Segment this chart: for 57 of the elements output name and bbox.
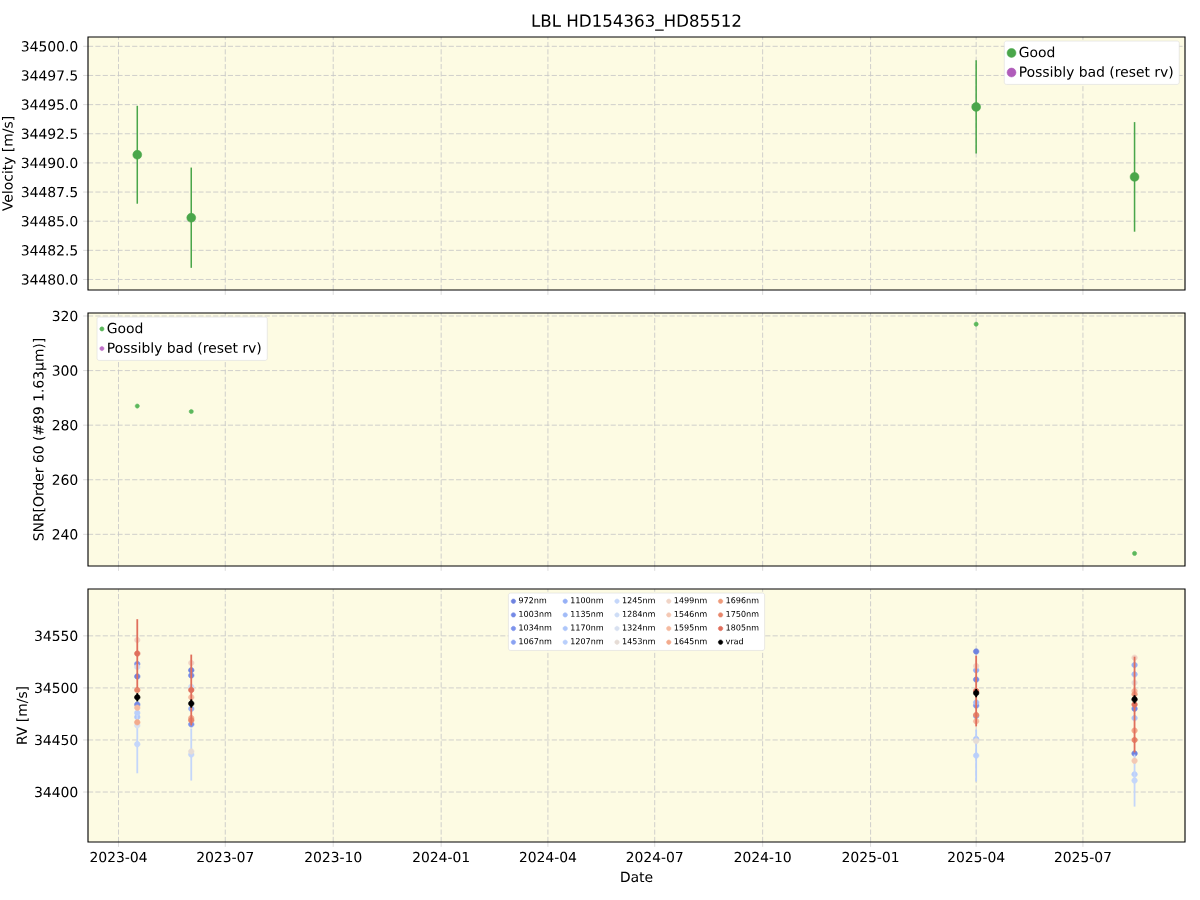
- legend-label: 1453nm: [622, 638, 655, 645]
- legend-label: 1324nm: [622, 624, 655, 631]
- y-tick-label: 34550: [35, 630, 78, 642]
- x-tick-label: 2023-07: [197, 851, 254, 863]
- y-tick-label: 240: [52, 529, 78, 540]
- y-tick-label: 34492.5: [21, 128, 78, 140]
- y-tick-label: 260: [52, 474, 78, 485]
- legend-label: Possibly bad (reset rv): [108, 342, 261, 356]
- legend-label: 1003nm: [519, 610, 552, 617]
- legend-label: 1100nm: [571, 597, 603, 604]
- legend-label: 1245nm: [622, 597, 655, 604]
- legend-label: 1750nm: [726, 610, 759, 617]
- legend-label: Good: [107, 322, 143, 334]
- legend-label: 1805nm: [726, 624, 759, 631]
- y-tick-label: 280: [52, 419, 78, 431]
- y-tick-label: 34487.5: [21, 186, 78, 198]
- legend-label: Possibly bad (reset rv): [1020, 66, 1173, 80]
- y-tick-label: 34485.0: [21, 215, 78, 227]
- y-tick-label: 34495.0: [21, 99, 78, 110]
- x-tick-label: 2024-10: [734, 851, 791, 863]
- x-tick-label: 2023-10: [305, 851, 362, 863]
- y-axis-title: Velocity [m/s]: [1, 117, 16, 211]
- y-tick-label: 34450: [35, 734, 78, 746]
- x-tick-label: 2023-04: [90, 851, 147, 863]
- legend-label: 1170nm: [571, 624, 603, 631]
- y-axis-title: RV [m/s]: [16, 687, 29, 744]
- x-tick-label: 2025-04: [948, 851, 1005, 863]
- legend-label: 1207nm: [571, 638, 603, 645]
- chart-title: LBL HD154363_HD85512: [532, 14, 741, 31]
- x-tick-label: 2025-01: [842, 851, 899, 863]
- legend-label: Good: [1019, 46, 1055, 58]
- y-tick-label: 320: [52, 310, 78, 322]
- legend-label: 1067nm: [519, 638, 552, 645]
- y-tick-label: 34497.5: [21, 70, 78, 81]
- legend-label: 1696nm: [726, 597, 759, 604]
- y-tick-label: 34400: [35, 786, 78, 798]
- legend-label: 1135nm: [571, 610, 603, 617]
- x-tick-label: 2024-04: [519, 851, 577, 863]
- x-tick-label: 2024-07: [626, 851, 683, 863]
- legend-label: 1645nm: [674, 638, 707, 645]
- x-tick-label: 2024-01: [413, 851, 469, 863]
- y-tick-label: 34500.0: [21, 41, 78, 52]
- y-tick-label: 34500: [35, 682, 78, 694]
- legend-label: vrad: [725, 638, 743, 645]
- x-axis-title: Date: [621, 871, 653, 883]
- y-tick-label: 34480.0: [21, 274, 78, 285]
- x-tick-label: 2025-07: [1054, 851, 1111, 863]
- y-tick-label: 300: [52, 365, 78, 376]
- legend-label: 1546nm: [674, 610, 707, 617]
- y-tick-label: 34490.0: [21, 157, 78, 169]
- y-axis-title: SNR[Order 60 (#89 1.63μm)]: [32, 338, 47, 541]
- y-tick-label: 34482.5: [21, 245, 78, 256]
- legend-label: 972nm: [518, 597, 547, 604]
- legend-label: 1595nm: [674, 624, 707, 631]
- legend-label: 1284nm: [622, 610, 655, 617]
- legend-label: 1034nm: [519, 624, 552, 631]
- legend-label: 1499nm: [674, 597, 707, 604]
